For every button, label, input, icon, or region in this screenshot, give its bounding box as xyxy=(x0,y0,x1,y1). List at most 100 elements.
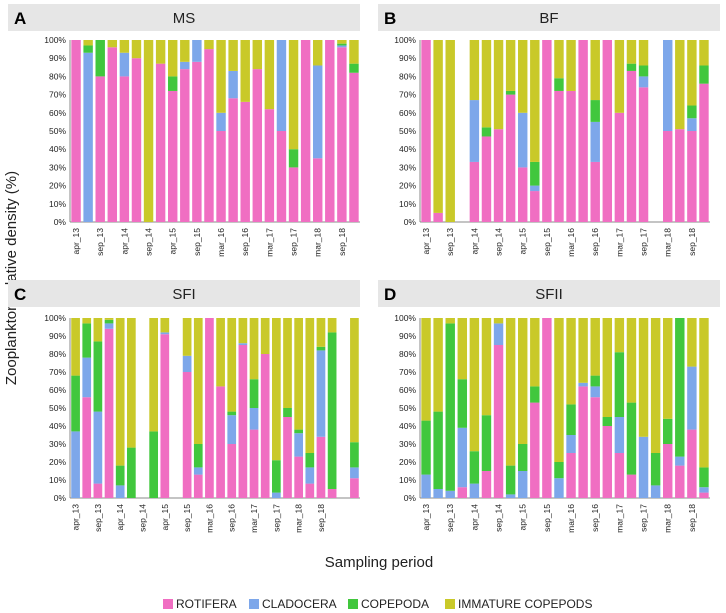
bar-segment-rotifera xyxy=(530,402,540,498)
y-tick-label: 40% xyxy=(49,421,66,431)
bar-segment-rotifera xyxy=(193,474,203,498)
panel-header xyxy=(378,4,720,31)
bar-segment-rotifera xyxy=(93,483,103,498)
panel-letter: B xyxy=(384,9,396,28)
bar-segment-copepoda xyxy=(115,465,125,486)
bar-segment-immature-copepods xyxy=(505,40,516,91)
y-tick-label: 50% xyxy=(399,403,416,413)
bar-segment-immature-copepods xyxy=(650,318,661,453)
bar-segment-cladocera xyxy=(566,435,576,453)
bar-segment-copepoda xyxy=(481,127,492,137)
x-tick-label: sep_18 xyxy=(337,228,347,256)
bar-segment-immature-copepods xyxy=(687,318,697,367)
bar-segment-immature-copepods xyxy=(227,318,237,412)
bar-segment-rotifera xyxy=(283,417,292,498)
x-axis-title: Sampling period xyxy=(325,554,433,571)
bar-segment-rotifera xyxy=(252,69,263,223)
bar-segment-immature-copepods xyxy=(119,40,130,53)
bar-segment-copepoda xyxy=(614,352,625,417)
bar-segment-rotifera xyxy=(182,372,192,498)
bar-segment-cladocera xyxy=(82,357,92,398)
bar-segment-copepoda xyxy=(554,462,564,479)
y-tick-label: 40% xyxy=(399,144,416,154)
bar-segment-cladocera xyxy=(180,61,190,70)
bar-segment-copepoda xyxy=(83,45,93,53)
bar-segment-copepoda xyxy=(433,411,443,489)
panel-letter: A xyxy=(14,9,26,28)
bar-segment-immature-copepods xyxy=(180,40,190,62)
bar-segment-cladocera xyxy=(590,121,600,162)
legend-swatch-cladocera xyxy=(249,599,259,609)
bar-segment-rotifera xyxy=(675,465,685,498)
bar-segment-rotifera xyxy=(530,191,540,222)
bar-segment-copepoda xyxy=(104,319,114,324)
x-tick-label: mar_16 xyxy=(204,504,214,533)
bar-segment-rotifera xyxy=(260,354,270,498)
bar-segment-copepoda xyxy=(638,65,649,77)
x-tick-label: apr_13 xyxy=(421,228,431,255)
bar-segment-immature-copepods xyxy=(155,40,166,64)
legend-swatch-immature-copepods xyxy=(445,599,455,609)
x-tick-label: sep_18 xyxy=(316,504,326,532)
bar-segment-immature-copepods xyxy=(566,40,576,91)
y-tick-label: 70% xyxy=(49,90,66,100)
bar-segment-rotifera xyxy=(626,474,637,498)
x-tick-label: sep_13 xyxy=(445,228,455,256)
bar-segment-copepoda xyxy=(350,442,359,468)
bar-segment-cladocera xyxy=(238,343,248,345)
bar-segment-rotifera xyxy=(349,72,359,222)
y-tick-label: 90% xyxy=(399,331,416,341)
bar-segment-cladocera xyxy=(421,474,431,498)
bar-segment-immature-copepods xyxy=(350,318,359,443)
bar-segment-copepoda xyxy=(590,100,600,122)
y-tick-label: 80% xyxy=(399,349,416,359)
bar-segment-immature-copepods xyxy=(578,318,588,383)
y-tick-label: 30% xyxy=(49,162,66,172)
bar-segment-cladocera xyxy=(160,332,170,335)
y-tick-label: 90% xyxy=(49,331,66,341)
y-tick-label: 10% xyxy=(399,475,416,485)
bar-segment-rotifera xyxy=(590,161,600,222)
bar-segment-cladocera xyxy=(316,350,326,437)
x-tick-label: sep_16 xyxy=(227,504,237,532)
bar-segment-immature-copepods xyxy=(445,40,455,222)
bar-segment-immature-copepods xyxy=(469,40,480,101)
x-tick-label: sep_13 xyxy=(445,504,455,532)
bar-segment-copepoda xyxy=(421,420,431,475)
bar-segment-immature-copepods xyxy=(602,318,613,417)
bar-segment-rotifera xyxy=(493,345,504,498)
x-tick-label: mar_17 xyxy=(614,228,624,257)
legend-label: CLADOCERA xyxy=(262,597,337,611)
bar-segment-rotifera xyxy=(294,456,303,498)
panel-title: MS xyxy=(173,10,196,27)
bar-segment-immature-copepods xyxy=(518,318,528,444)
bar-segment-immature-copepods xyxy=(168,40,178,77)
y-tick-label: 20% xyxy=(49,181,66,191)
bar-segment-rotifera xyxy=(663,444,673,498)
x-tick-label: sep_15 xyxy=(182,504,192,532)
bar-segment-copepoda xyxy=(457,379,468,428)
bar-segment-cladocera xyxy=(663,40,673,131)
bar-segment-immature-copepods xyxy=(305,318,315,453)
x-tick-label: mar_16 xyxy=(566,228,576,257)
y-tick-label: 70% xyxy=(399,367,416,377)
bar-segment-rotifera xyxy=(276,131,287,222)
bar-segment-immature-copepods xyxy=(115,318,125,466)
x-tick-label: sep_15 xyxy=(192,228,202,256)
bar-segment-copepoda xyxy=(93,341,103,412)
bar-segment-immature-copepods xyxy=(638,318,649,437)
y-tick-label: 100% xyxy=(394,35,416,45)
bar-segment-rotifera xyxy=(316,436,326,498)
bar-segment-copepoda xyxy=(349,63,359,73)
bar-segment-rotifera xyxy=(614,112,625,222)
bar-segment-copepoda xyxy=(445,323,455,491)
panel-c: C SFI 0% 10% 20% 30% 40% 50% 60% 70% 80% 90% 100% apr… xyxy=(8,280,360,533)
y-tick-label: 30% xyxy=(399,162,416,172)
bar-segment-immature-copepods xyxy=(264,40,275,110)
bar-segment-cladocera xyxy=(469,483,480,498)
bar-segment-immature-copepods xyxy=(283,318,292,408)
x-tick-label: sep_14 xyxy=(138,504,148,532)
x-tick-label: sep_17 xyxy=(289,228,299,256)
y-tick-label: 60% xyxy=(399,385,416,395)
bar-segment-copepoda xyxy=(530,386,540,403)
